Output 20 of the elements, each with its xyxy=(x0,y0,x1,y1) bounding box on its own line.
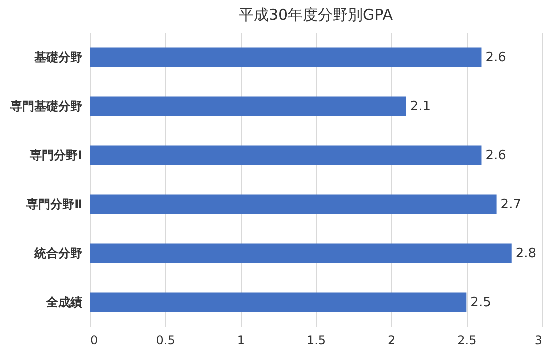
x-tick-label: 2.5 xyxy=(458,334,477,348)
data-label: 2.7 xyxy=(500,198,522,212)
data-label: 2.5 xyxy=(470,296,492,310)
y-tick-label: 専門分野Ⅱ xyxy=(26,198,82,212)
data-label: 2.6 xyxy=(486,50,506,66)
data-label: 2.8 xyxy=(516,246,537,262)
data-label: 2.6 xyxy=(486,148,506,164)
chart-title: 平成30年度分野別GPA xyxy=(238,6,394,24)
y-tick-label: 専門分野Ⅰ xyxy=(29,148,82,162)
x-tick-label: 0.5 xyxy=(156,334,176,348)
y-tick-label: 基礎分野 xyxy=(34,50,82,64)
y-tick-label: 専門基礎分野 xyxy=(10,100,82,114)
x-tick-label: 2 xyxy=(388,334,396,348)
x-tick-label: 0 xyxy=(90,334,98,348)
x-tick-label: 1 xyxy=(237,334,245,348)
y-tick-label: 全成績 xyxy=(46,296,82,310)
y-tick-label: 統合分野 xyxy=(34,246,82,260)
x-tick-label: 1.5 xyxy=(306,334,326,348)
x-tick-label: 3 xyxy=(534,334,542,348)
data-label: 2.1 xyxy=(410,100,432,114)
